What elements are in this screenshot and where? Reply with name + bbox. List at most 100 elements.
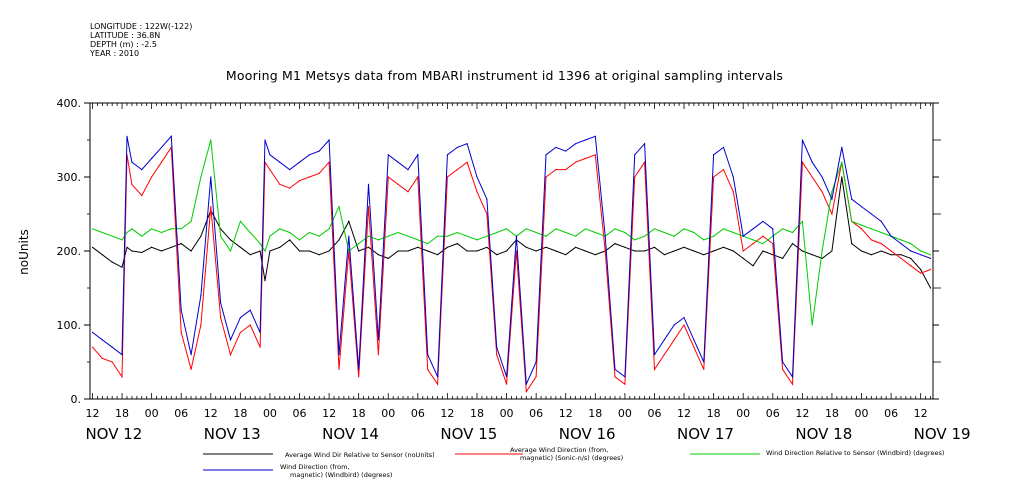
data-point-1 (456, 169, 458, 171)
data-point-3 (703, 361, 705, 363)
x-day-label: NOV 18 (795, 425, 852, 443)
data-point-1 (900, 257, 902, 259)
data-point-3 (515, 235, 518, 237)
data-point-1 (506, 383, 508, 385)
x-day-label: NOV 13 (204, 425, 261, 443)
data-point-1 (663, 354, 665, 356)
data-point-2 (762, 243, 764, 245)
data-point-0 (427, 250, 429, 252)
data-point-0 (358, 250, 360, 252)
x-hour-label: 18 (115, 407, 129, 420)
data-point-2 (673, 235, 675, 237)
data-point-0 (752, 265, 754, 267)
data-point-2 (259, 243, 261, 245)
data-point-2 (200, 176, 202, 178)
data-point-3 (126, 135, 128, 137)
data-point-1 (358, 376, 360, 378)
data-point-0 (929, 287, 932, 289)
data-point-3 (417, 154, 419, 156)
series-line-0 (92, 176, 931, 289)
x-hour-label: 06 (529, 407, 543, 420)
legend-label: Wind Direction Relative to Sensor (Windb… (766, 449, 944, 457)
data-point-1 (289, 187, 291, 189)
y-tick-label: 400. (57, 97, 82, 110)
data-point-0 (890, 254, 892, 256)
legend-label-line2: magnetic) (Windbird) (degrees) (290, 471, 392, 479)
data-point-3 (920, 254, 922, 256)
data-point-2 (437, 235, 439, 237)
data-point-3 (506, 376, 508, 378)
data-point-0 (525, 246, 527, 248)
data-point-3 (367, 183, 370, 185)
data-point-2 (663, 231, 665, 234)
data-point-0 (880, 250, 882, 252)
data-point-0 (841, 176, 843, 178)
data-point-0 (308, 250, 310, 252)
data-point-0 (663, 254, 665, 256)
data-point-0 (732, 250, 734, 252)
data-point-1 (486, 213, 488, 215)
data-point-0 (170, 246, 172, 248)
data-point-2 (190, 220, 192, 222)
data-point-2 (535, 231, 537, 234)
x-hour-label: 06 (411, 407, 425, 420)
data-point-3 (151, 157, 153, 160)
data-point-3 (264, 139, 266, 141)
x-day-label: NOV 14 (322, 425, 379, 443)
data-point-2 (880, 231, 882, 234)
data-point-2 (298, 239, 301, 241)
data-point-0 (111, 261, 113, 263)
latitude-text: LATITUDE : 36.8N (90, 31, 161, 40)
data-point-2 (456, 231, 458, 234)
data-point-2 (131, 228, 133, 230)
data-point-1 (575, 161, 577, 163)
longitude-text: LONGITUDE : 122W(-122) (90, 22, 193, 31)
data-point-0 (141, 251, 143, 254)
x-hour-label: 18 (233, 407, 247, 420)
data-point-2 (289, 231, 291, 234)
data-point-2 (782, 228, 784, 230)
data-point-0 (486, 246, 488, 248)
data-point-0 (131, 250, 133, 252)
data-point-0 (870, 254, 873, 256)
x-hour-label: 18 (588, 407, 602, 420)
x-hour-label: 12 (559, 407, 573, 420)
data-point-3 (407, 169, 409, 171)
data-point-3 (437, 376, 439, 378)
data-point-2 (407, 235, 409, 237)
data-point-0 (555, 250, 557, 252)
x-hour-label: 00 (736, 407, 750, 420)
data-point-1 (693, 346, 695, 348)
data-point-3 (190, 354, 192, 356)
data-point-2 (151, 228, 153, 230)
data-point-1 (742, 250, 744, 252)
data-point-1 (614, 376, 616, 378)
data-point-2 (180, 228, 182, 230)
data-point-1 (387, 176, 389, 178)
data-point-1 (200, 324, 202, 326)
y-tick-label: 100. (57, 319, 82, 332)
data-point-2 (683, 228, 685, 230)
data-point-1 (782, 368, 784, 370)
data-point-2 (486, 235, 488, 237)
data-point-3 (269, 154, 271, 156)
data-point-0 (229, 239, 232, 241)
data-point-3 (121, 354, 123, 356)
data-point-3 (880, 220, 882, 222)
data-point-2 (841, 161, 843, 163)
data-point-0 (407, 250, 409, 252)
data-point-1 (880, 243, 882, 245)
data-point-0 (900, 254, 902, 256)
x-hour-label: 00 (618, 407, 632, 420)
data-point-3 (841, 146, 843, 148)
data-point-3 (486, 198, 488, 200)
data-point-1 (535, 376, 537, 378)
data-point-3 (348, 235, 350, 237)
data-point-1 (811, 176, 813, 178)
data-point-0 (397, 250, 399, 252)
x-hour-label: 18 (352, 407, 366, 420)
data-point-3 (752, 228, 754, 230)
data-point-0 (160, 250, 163, 252)
data-point-0 (298, 250, 301, 252)
data-point-3 (594, 135, 596, 137)
